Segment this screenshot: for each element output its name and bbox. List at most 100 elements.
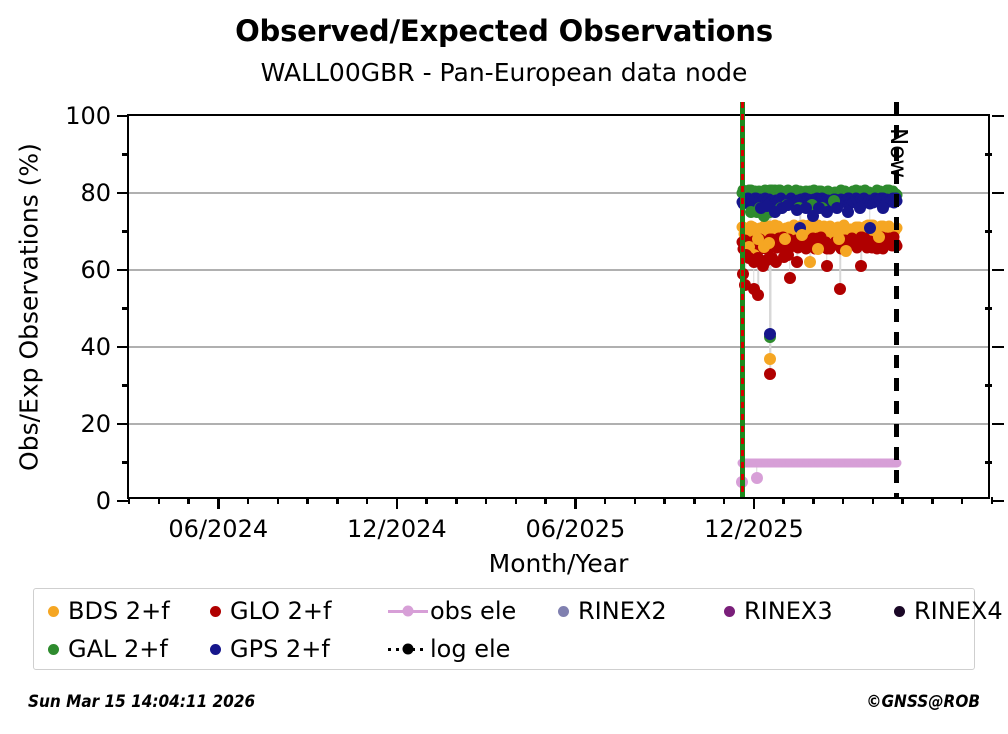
outlier-stem [869,200,871,228]
now-line [894,102,900,497]
x-tick-minor [365,497,369,504]
y-tick-major-right [992,499,1004,503]
legend-item-gps-2-f[interactable]: GPS 2+f [210,635,330,663]
legend-label: RINEX3 [744,597,833,625]
legend-marker-dotted-icon [388,643,428,655]
y-tick-minor-right [985,153,992,156]
legend-label: GLO 2+f [230,597,332,625]
series-point [755,458,765,467]
y-tick-major [117,191,129,195]
series-point-outlier [752,289,765,302]
x-axis-title: Month/Year [488,549,629,578]
y-tick-label: 40 [80,333,111,361]
x-tick-minor [455,497,458,504]
series-point-outlier [840,244,853,257]
x-tick-minor [841,497,845,504]
x-tick-minor [663,497,666,504]
y-tick-major-right [992,345,1004,349]
series-point-outlier [762,237,775,250]
chart-subtitle: WALL00GBR - Pan-European data node [260,58,748,87]
legend-item-gal-2-f[interactable]: GAL 2+f [48,635,168,663]
footer-copyright: ©GNSS@ROB [866,692,980,712]
x-tick-minor [306,497,309,504]
x-tick-minor [127,497,131,504]
y-tick-major [117,268,129,272]
legend-item-glo-2-f[interactable]: GLO 2+f [210,597,331,625]
footer-timestamp: Sun Mar 15 14:04:11 2026 [28,692,256,712]
x-tick-minor [990,497,994,504]
series-point [856,458,866,467]
station-change-line [740,102,744,497]
legend-item-rinex2[interactable]: RINEX2 [558,597,667,625]
series-point-outlier [855,260,868,273]
x-tick-major [395,497,399,509]
series-point-outlier [782,248,795,261]
legend-item-rinex4[interactable]: RINEX4 [894,597,1003,625]
y-tick-major [117,422,129,426]
series-clip [129,116,988,497]
y-tick-minor [122,307,129,310]
x-tick-label: 12/2024 [346,515,447,543]
y-tick-minor [122,153,129,156]
series-point [838,458,848,467]
x-tick-minor [871,497,875,504]
series-point [749,458,759,467]
legend-marker-rinex3-icon [724,605,735,617]
now-label: Now [884,128,911,179]
series-point [832,458,842,467]
series-point [844,458,854,467]
legend-line-marker [402,605,414,617]
series-point [880,458,890,467]
legend-item-log-ele[interactable]: log ele [388,635,510,663]
series-point-outlier [783,271,796,284]
legend-marker-rinex4-icon [894,605,905,617]
y-tick-minor [122,230,129,233]
legend-item-bds-2-f[interactable]: BDS 2+f [48,597,170,625]
y-tick-minor [122,461,129,464]
outlier-stem [756,462,758,478]
x-tick-minor [722,497,726,504]
legend-label: BDS 2+f [68,597,170,625]
x-tick-minor [782,497,785,504]
series-point [850,458,860,467]
legend-item-obs-ele[interactable]: obs ele [388,597,516,625]
legend-label: RINEX2 [578,597,667,625]
x-tick-minor [633,497,637,504]
series-point-outlier [831,202,844,215]
series-point-outlier [841,206,854,219]
legend-label: log ele [430,635,511,663]
x-tick-minor [157,497,160,504]
series-point-outlier [872,231,885,244]
series-point-outlier [863,221,876,234]
series-point [773,458,783,467]
legend-item-rinex3[interactable]: RINEX3 [724,597,833,625]
series-point [779,458,789,467]
x-tick-minor [484,497,488,504]
y-tick-minor [122,384,129,387]
series-point-dip [750,471,763,484]
y-tick-major-right [992,268,1004,272]
y-gridline [129,423,988,425]
legend-label: obs ele [430,597,517,625]
legend-marker-gal-icon [48,643,59,655]
x-tick-minor [336,497,339,504]
series-point [808,458,818,467]
x-tick-minor [514,497,518,504]
outlier-stem [860,243,862,267]
series-point [826,458,836,467]
series-point [761,458,771,467]
y-tick-major [117,345,129,349]
legend-marker-glo-icon [210,605,221,617]
y-tick-minor-right [985,461,992,464]
x-tick-label: 12/2025 [704,515,804,543]
x-tick-minor [960,497,964,504]
y-gridline [129,346,988,348]
y-tick-label: 0 [95,487,111,515]
y-tick-major [117,114,129,118]
x-tick-minor [901,497,904,504]
series-point-outlier [853,202,866,215]
y-tick-major [117,499,129,503]
x-tick-minor [603,497,607,504]
series-point [888,231,900,243]
x-tick-major [752,497,756,509]
